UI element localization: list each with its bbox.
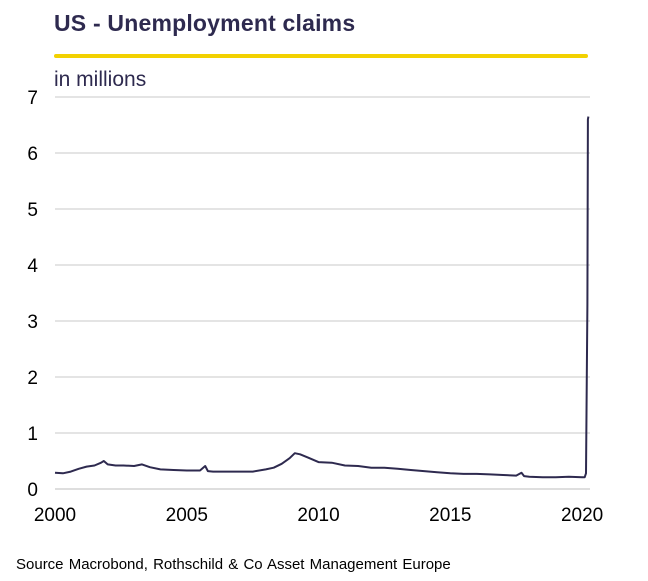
- chart-title: US - Unemployment claims: [54, 10, 356, 36]
- y-tick-label: 3: [27, 312, 38, 333]
- y-tick-label: 4: [27, 256, 38, 277]
- y-tick-label: 7: [27, 88, 38, 109]
- x-tick-label: 2010: [297, 505, 339, 526]
- x-tick-label: 2015: [429, 505, 471, 526]
- unit-label: in millions: [54, 68, 147, 91]
- y-axis-ticks: 0 1 2 3 4 5 6 7: [27, 88, 38, 501]
- x-tick-label: 2005: [166, 505, 208, 526]
- y-tick-label: 0: [27, 480, 38, 501]
- y-tick-label: 1: [27, 424, 38, 445]
- y-tick-label: 6: [27, 144, 38, 165]
- x-axis-ticks: 2000 2005 2010 2015 2020: [34, 505, 603, 526]
- x-tick-label: 2020: [561, 505, 603, 526]
- series-line-unemployment-claims: [54, 116, 590, 479]
- title-underline: [54, 54, 588, 58]
- x-tick-label: 2000: [34, 505, 76, 526]
- y-tick-label: 5: [27, 200, 38, 221]
- gridlines: [55, 96, 590, 434]
- y-tick-label: 2: [27, 368, 38, 389]
- source-note: Source Macrobond, Rothschild & Co Asset …: [16, 556, 451, 573]
